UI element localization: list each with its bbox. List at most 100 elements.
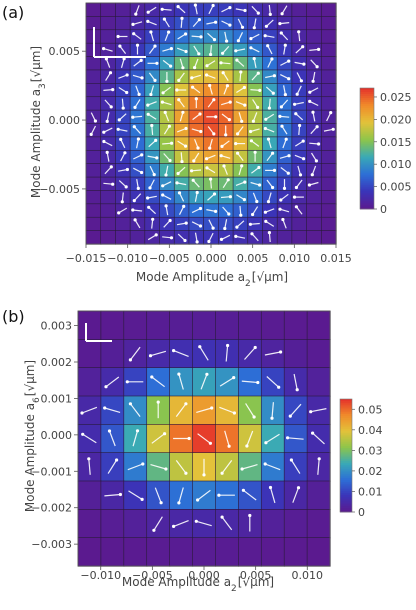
colorbar-segment (340, 508, 352, 511)
flow-arrow-head (198, 206, 203, 211)
heatmap-cell (77, 480, 102, 510)
flow-arrow-head (102, 139, 106, 144)
colorbar-segment (360, 206, 374, 210)
flow-arrow-head (278, 207, 282, 211)
flow-arrow-head (161, 91, 165, 95)
flow-arrow (269, 487, 276, 504)
flow-arrow-head (287, 77, 291, 81)
flow-arrow-head (209, 177, 213, 181)
flow-arrow (178, 373, 184, 390)
flow-arrow (175, 460, 187, 474)
flow-arrow-head (87, 457, 91, 461)
colorbar-segment (360, 120, 374, 123)
flow-arrow (129, 403, 141, 417)
colorbar-segment (340, 461, 352, 464)
heatmap-cell (291, 2, 308, 17)
colorbar-segment (340, 489, 352, 492)
flow-arrow-head (135, 43, 140, 47)
heatmap-cell (85, 203, 102, 218)
colorbar-segment (360, 186, 374, 190)
flow-arrow-head (224, 133, 228, 137)
heatmap-cell (320, 230, 337, 245)
heatmap-cell (320, 16, 337, 31)
flow-arrow-head (169, 47, 173, 51)
flow-arrow-head (191, 85, 195, 89)
flow-arrow-head (117, 211, 121, 215)
flow-arrow-head (125, 73, 129, 77)
heatmap-cell (85, 149, 102, 165)
heatmap-cell (320, 203, 337, 218)
flow-arrow-head (296, 486, 301, 490)
flow-arrow-head (197, 52, 201, 56)
flow-arrow-head (199, 129, 203, 134)
flow-arrow-head (266, 137, 271, 141)
colorbar-segment (340, 496, 352, 500)
flow-arrow-head (251, 212, 255, 217)
flow-arrow (289, 403, 302, 417)
colorbar-segment (360, 102, 374, 105)
flow-arrow (264, 351, 281, 356)
heatmap-cell (123, 310, 148, 340)
flow-arrow-head (292, 195, 297, 199)
flow-arrow-head (169, 64, 173, 68)
flow-arrow-head (280, 124, 284, 128)
flow-arrow-head (125, 167, 129, 172)
flow-arrow-head (196, 498, 200, 502)
flow-arrow-head (104, 385, 108, 389)
heatmap-cell (320, 216, 337, 232)
flow-arrow-head (210, 406, 214, 410)
flow-arrow (129, 346, 141, 361)
flow-arrow (221, 516, 233, 531)
heatmap-cell (306, 16, 322, 31)
flow-arrow-head (148, 354, 153, 358)
colorbar-segment (340, 472, 352, 475)
flow-arrow-head (167, 30, 171, 34)
heatmap-cell (215, 537, 239, 567)
y-tick-label: 0.005 (49, 45, 81, 58)
flow-arrow-head (311, 79, 315, 83)
flow-arrow-head (175, 181, 179, 185)
flow-arrow-head (227, 444, 231, 448)
colorbar-segment (340, 440, 352, 443)
flow-arrow-head (149, 30, 153, 34)
heatmap-cell (320, 42, 337, 58)
flow-arrow-head (146, 112, 150, 116)
flow-arrow-head (299, 79, 303, 83)
flow-arrow-head (232, 411, 236, 415)
flow-arrow-head (217, 493, 221, 497)
flow-arrow-head (226, 178, 230, 182)
flow-arrow-head (177, 501, 181, 505)
colorbar-tick-label: 0.010 (380, 158, 412, 171)
colorbar-segment (360, 140, 374, 143)
flow-arrow (127, 463, 144, 471)
colorbar-tick-label: 0.015 (380, 136, 412, 149)
flow-arrow-head (133, 218, 137, 222)
flow-arrow-head (140, 76, 144, 80)
flow-arrow-head (242, 85, 246, 90)
flow-arrow (292, 487, 300, 503)
colorbar-segment (340, 464, 352, 468)
heatmap-cell (100, 16, 117, 31)
flow-arrow (173, 350, 189, 357)
colorbar-tick-label: 0.02 (358, 465, 383, 478)
colorbar-segment (340, 455, 352, 458)
heatmap-cell (306, 509, 331, 539)
heatmap-cell (77, 310, 102, 340)
flow-arrow (150, 350, 167, 357)
flow-arrow-head (249, 139, 253, 143)
colorbar-segment (360, 174, 374, 178)
flow-arrow-head (80, 411, 84, 415)
colorbar-segment (360, 88, 374, 91)
heatmap-cell (306, 2, 322, 17)
flow-arrow-head (252, 57, 256, 61)
colorbar-segment (360, 132, 374, 135)
heatmap-cell (85, 176, 102, 192)
flow-arrow-head (133, 105, 137, 109)
flow-arrow-head (119, 137, 123, 141)
colorbar-segment (340, 468, 352, 471)
colorbar-segment (360, 156, 374, 159)
x-tick-label: 0.000 (188, 569, 220, 582)
panel-a-label: (a) (2, 3, 24, 22)
colorbar-segment (360, 134, 374, 137)
flow-arrow (108, 430, 116, 447)
